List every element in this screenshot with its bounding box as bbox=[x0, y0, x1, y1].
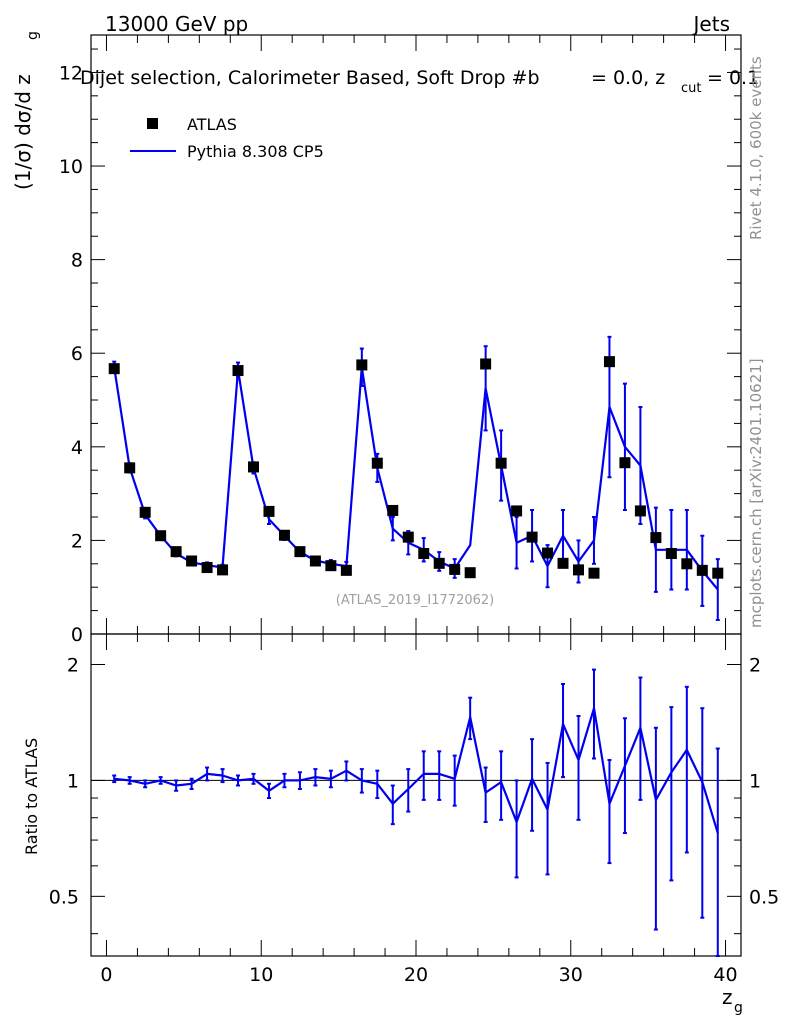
main-data-point bbox=[186, 555, 198, 567]
main-data-point bbox=[201, 562, 213, 574]
x-tick-label: 30 bbox=[559, 964, 583, 986]
main-data-point bbox=[278, 529, 290, 541]
main-y-tick-label: 8 bbox=[71, 250, 83, 272]
energy-label: 13000 GeV pp bbox=[105, 12, 248, 36]
main-data-point bbox=[495, 457, 507, 469]
main-y-tick-label: 12 bbox=[59, 62, 83, 84]
legend-data-marker bbox=[147, 118, 158, 129]
main-data-point bbox=[526, 531, 538, 543]
x-tick-label: 40 bbox=[713, 964, 737, 986]
main-data-point bbox=[696, 564, 708, 576]
main-data-point bbox=[371, 457, 383, 469]
plot-title-end: = 0.1 bbox=[707, 67, 759, 89]
main-y-tick-label: 2 bbox=[71, 530, 83, 552]
main-data-point bbox=[418, 548, 430, 560]
x-tick-label: 10 bbox=[249, 964, 273, 986]
main-data-point bbox=[309, 555, 321, 567]
main-data-point bbox=[588, 567, 600, 579]
main-data-point bbox=[356, 359, 368, 371]
main-data-point bbox=[232, 365, 244, 377]
main-y-tick-label: 0 bbox=[71, 624, 83, 646]
main-data-point bbox=[603, 356, 615, 368]
ratio-y-tick-label-right: 2 bbox=[749, 654, 761, 676]
main-data-point bbox=[619, 457, 631, 469]
main-mc-line bbox=[113, 366, 719, 591]
ratio-y-axis-label: Ratio to ATLAS bbox=[22, 738, 41, 855]
ratio-mc-series bbox=[112, 668, 720, 957]
analysis-watermark: (ATLAS_2019_I1772062) bbox=[336, 593, 494, 608]
main-data-point bbox=[712, 567, 724, 579]
main-data-point bbox=[108, 363, 120, 375]
main-axis-ticks: 0 2 4 6 8 10 12 bbox=[59, 35, 741, 646]
main-y-axis-label-text: (1/σ) dσ/d z bbox=[11, 74, 35, 190]
plot-title: Dijet selection, Calorimeter Based, Soft… bbox=[80, 67, 759, 96]
ratio-y-tick-label: 2 bbox=[67, 654, 79, 676]
main-data-point bbox=[480, 358, 492, 370]
main-data-point bbox=[402, 531, 414, 543]
x-axis-label-sub: g bbox=[734, 1000, 743, 1016]
main-y-tick-label: 6 bbox=[71, 343, 83, 365]
main-data-point bbox=[542, 547, 554, 559]
main-y-tick-label: 10 bbox=[59, 156, 83, 178]
x-axis-label: z g bbox=[722, 985, 743, 1016]
main-data-point bbox=[511, 505, 523, 517]
main-data-point bbox=[449, 563, 461, 575]
main-mc-series bbox=[112, 335, 720, 621]
main-data-point bbox=[325, 560, 337, 572]
main-data-point bbox=[681, 558, 693, 570]
legend: ATLAS Pythia 8.308 CP5 bbox=[130, 115, 324, 161]
x-tick-label: 20 bbox=[404, 964, 428, 986]
main-data-point bbox=[263, 505, 275, 517]
main-data-point bbox=[634, 505, 646, 517]
plot-title-params: = 0.0, z bbox=[591, 67, 665, 89]
main-data-point bbox=[248, 461, 259, 473]
plot-title-sub: cut bbox=[681, 81, 701, 96]
main-y-axis-label-sub: g bbox=[25, 31, 41, 40]
main-data-point bbox=[155, 530, 167, 542]
ratio-line bbox=[114, 707, 719, 834]
main-data-series bbox=[108, 356, 724, 579]
main-data-point bbox=[294, 546, 306, 558]
main-data-point bbox=[573, 564, 584, 576]
main-data-point bbox=[217, 564, 229, 576]
main-data-point bbox=[340, 564, 352, 576]
category-label: Jets bbox=[692, 12, 730, 36]
main-y-tick-label: 4 bbox=[71, 437, 83, 459]
ratio-panel-frame bbox=[90, 633, 742, 957]
main-data-point bbox=[464, 567, 476, 579]
main-data-point bbox=[387, 504, 399, 516]
mcplots-side-text: mcplots.cern.ch [arXiv:2401.10621] bbox=[747, 358, 765, 628]
main-data-point bbox=[650, 532, 662, 544]
ratio-y-tick-label-right: 0.5 bbox=[749, 886, 779, 908]
main-data-point bbox=[170, 546, 182, 558]
ratio-y-tick-label: 0.5 bbox=[49, 886, 79, 908]
legend-mc-label: Pythia 8.308 CP5 bbox=[187, 142, 324, 161]
x-axis-label-text: z bbox=[722, 985, 733, 1009]
main-data-point bbox=[139, 506, 151, 518]
plot-title-text: Dijet selection, Calorimeter Based, Soft… bbox=[80, 67, 540, 89]
legend-data-label: ATLAS bbox=[187, 115, 237, 134]
ratio-axis-ticks: 0.5 0.51 12 20 10 20 30 40 bbox=[49, 634, 779, 986]
main-data-point bbox=[124, 462, 136, 474]
x-tick-label: 0 bbox=[100, 964, 112, 986]
main-data-point bbox=[665, 548, 677, 560]
ratio-y-tick-label: 1 bbox=[67, 770, 79, 792]
main-data-point bbox=[557, 557, 569, 569]
rivet-side-text: Rivet 4.1.0, 600k events bbox=[747, 56, 765, 240]
ratio-y-tick-label-right: 1 bbox=[749, 770, 761, 792]
main-y-axis-label: (1/σ) dσ/d z g bbox=[11, 31, 41, 190]
main-data-point bbox=[433, 557, 445, 569]
